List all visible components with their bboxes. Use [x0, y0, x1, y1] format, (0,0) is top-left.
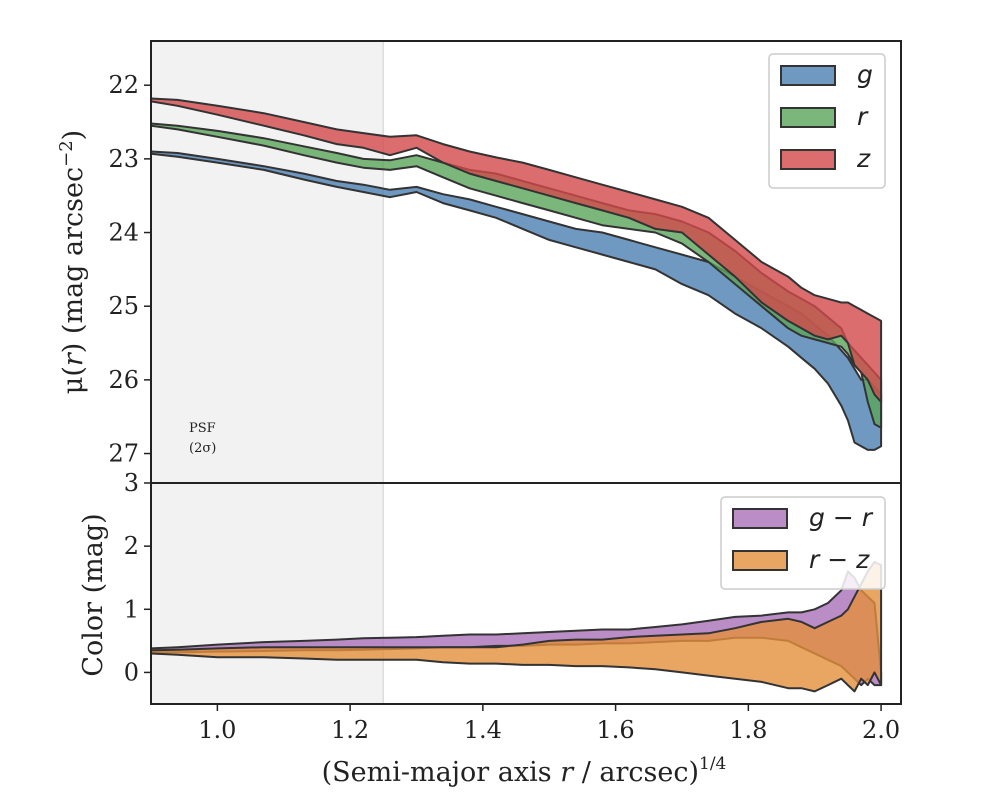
color-band-1	[151, 560, 883, 693]
psf-label-line1: PSF	[189, 421, 216, 436]
color-frame	[150, 482, 902, 705]
color-y-ticks: 0 1 2 3	[124, 469, 151, 686]
sb-y-tick-label: 26	[108, 366, 139, 394]
sb-y-tick-label: 27	[108, 440, 139, 468]
sb-y-tick-label: 22	[108, 71, 139, 99]
color-y-axis-label: Color (mag)	[78, 513, 109, 676]
sb-legend-label: g	[857, 60, 873, 89]
x-tick-label: 1.0	[198, 716, 236, 744]
color-y-tick-label: 3	[124, 469, 139, 497]
sb-legend-label: z	[856, 144, 871, 173]
sb-legend-swatch	[780, 149, 836, 170]
color-legend-label: r − z	[809, 545, 870, 574]
x-axis-label: (Semi-major axis r / arcsec)1/4	[322, 754, 727, 788]
color-legend-swatch	[732, 508, 788, 529]
x-tick-label: 1.6	[597, 716, 635, 744]
sb-band-0	[151, 150, 883, 451]
x-ticks: 1.0 1.2 1.4 1.6 1.8 2.0	[198, 704, 900, 744]
sb-y-tick-label: 24	[108, 219, 139, 247]
x-tick-label: 1.2	[331, 716, 369, 744]
color-panel: 0 1 2 3 1.0 1.2 1.4 1.6 1.8 2.0 g − r r − z Color…	[78, 469, 900, 788]
sb-legend-swatch	[780, 107, 836, 128]
color-legend: g − r r − z	[720, 496, 886, 590]
sb-band-2	[151, 97, 883, 403]
color-y-tick-label: 0	[124, 658, 139, 686]
color-y-tick-label: 1	[124, 595, 139, 623]
x-tick-label: 1.8	[729, 716, 767, 744]
psf-shade-color	[151, 483, 384, 704]
surface-brightness-y-axis-label: μ(r) (mag arcsec−2)	[56, 130, 89, 394]
color-legend-swatch	[732, 550, 788, 571]
color-bands	[151, 560, 883, 693]
color-y-tick-label: 2	[124, 532, 139, 560]
sb-legend-label: r	[857, 102, 869, 131]
sb-legend-swatch	[780, 65, 836, 86]
surface-brightness-bands	[151, 97, 883, 451]
sb-y-tick-label: 25	[108, 292, 139, 320]
surface-brightness-legend: grz	[768, 53, 886, 189]
sb-y-tick-label: 23	[108, 145, 139, 173]
x-tick-label: 2.0	[862, 716, 900, 744]
x-tick-label: 1.4	[464, 716, 502, 744]
surface-brightness-panel: 22 23 24 25 26 27 PSF (2σ) grz μ(r) (mag arcs…	[56, 41, 886, 483]
psf-label-line2: (2σ)	[189, 441, 216, 456]
surface-brightness-y-ticks: 22 23 24 25 26 27	[108, 71, 151, 468]
color-legend-label: g − r	[809, 503, 874, 532]
